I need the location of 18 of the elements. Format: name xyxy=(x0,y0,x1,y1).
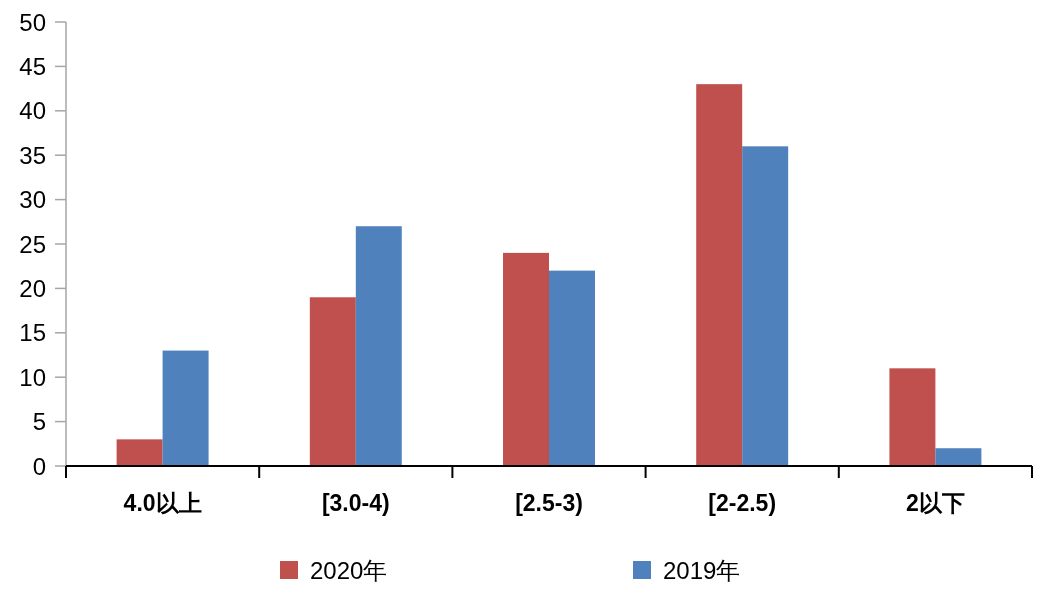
y-tick-label: 40 xyxy=(19,97,46,125)
x-tick-label: [3.0-4) xyxy=(321,490,390,516)
y-tick-label: 0 xyxy=(32,452,46,480)
y-tick-label: 15 xyxy=(19,319,46,347)
y-tick-label: 35 xyxy=(19,141,46,169)
x-tick-label: [2-2.5) xyxy=(708,490,777,516)
y-tick-label: 50 xyxy=(19,8,46,36)
y-tick-label: 5 xyxy=(32,408,46,436)
y-tick-label: 20 xyxy=(19,274,46,302)
legend-label: 2020年 xyxy=(310,556,388,584)
y-tick-label: 10 xyxy=(19,363,46,391)
legend-label: 2019年 xyxy=(663,556,741,584)
y-tick-label: 45 xyxy=(19,52,46,80)
x-tick-label: [2.5-3) xyxy=(515,490,583,516)
x-tick-label: 2以下 xyxy=(906,490,965,516)
x-tick-label: 4.0以上 xyxy=(123,490,202,516)
y-tick-label: 25 xyxy=(19,230,46,258)
y-tick-label: 30 xyxy=(19,186,46,214)
